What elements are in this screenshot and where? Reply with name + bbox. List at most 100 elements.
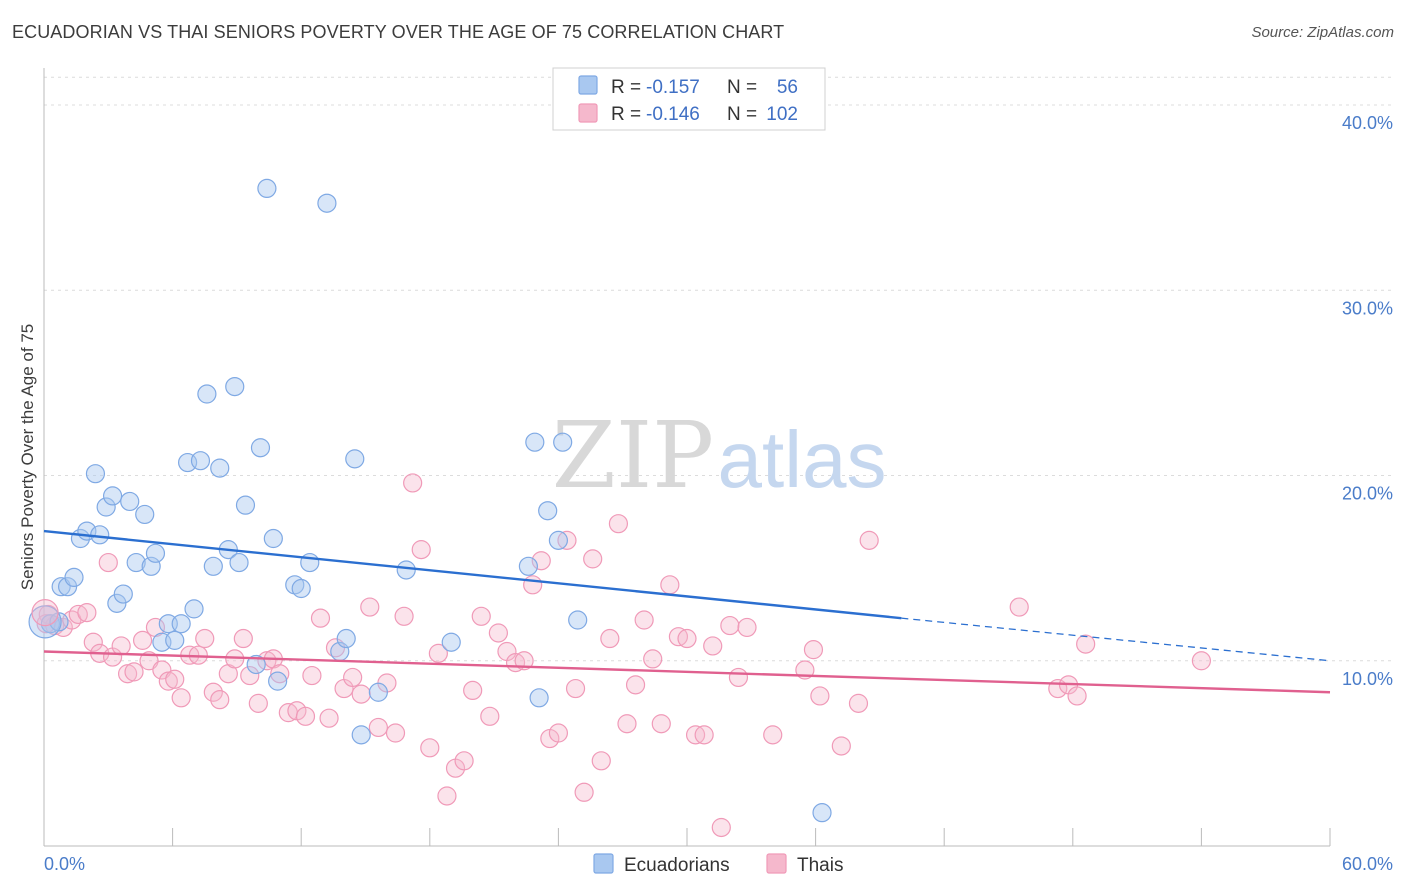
ecuadorian-point bbox=[518, 556, 538, 576]
legend-n-label-0: N = bbox=[727, 77, 757, 98]
thai-point bbox=[351, 684, 371, 704]
watermark-atlas: atlas bbox=[718, 415, 887, 504]
ecuadorian-point bbox=[812, 803, 832, 823]
thai-point bbox=[617, 714, 637, 734]
ecuadorian-point bbox=[257, 178, 277, 199]
thai-point bbox=[728, 667, 749, 688]
ecuadorian-point bbox=[529, 688, 549, 708]
thai-point bbox=[437, 786, 457, 806]
thai-point bbox=[643, 649, 663, 669]
ecuadorian-point bbox=[396, 560, 416, 580]
thai-point bbox=[248, 693, 268, 713]
thai-point bbox=[394, 606, 414, 626]
ecuadorian-point bbox=[57, 577, 78, 597]
watermark-zip: ZIP bbox=[552, 402, 714, 509]
thai-point bbox=[139, 651, 159, 671]
data-points bbox=[28, 178, 1212, 838]
thai-point bbox=[720, 615, 740, 636]
ecuadorian-point bbox=[135, 504, 155, 525]
ecuadorian-point bbox=[96, 497, 116, 517]
thai-point bbox=[651, 714, 671, 734]
ecuadorian-point bbox=[90, 525, 110, 545]
thai-point bbox=[600, 628, 620, 649]
ecuadorian-point bbox=[235, 495, 256, 515]
chart-title: ECUADORIAN VS THAI SENIORS POVERTY OVER … bbox=[12, 22, 785, 42]
thai-point bbox=[831, 736, 851, 756]
ecuadorian-point bbox=[336, 628, 356, 649]
ecuadorian-point bbox=[441, 632, 461, 652]
ecuadorian-point-large bbox=[28, 605, 62, 639]
thai-point bbox=[810, 686, 830, 706]
gridlines bbox=[44, 76, 1393, 662]
ecuadorian-point bbox=[102, 486, 123, 506]
thai-point bbox=[1191, 651, 1212, 671]
thai-point bbox=[210, 690, 230, 710]
thai-point bbox=[848, 693, 869, 713]
ecuadorian-point bbox=[210, 458, 230, 478]
ecuadorian-point bbox=[246, 654, 266, 675]
ecuadorian-point bbox=[568, 610, 588, 630]
ecuadorian-point bbox=[351, 725, 371, 745]
ecuadorian-point bbox=[64, 567, 84, 588]
thai-point bbox=[240, 665, 260, 686]
legend-r-value-0: -0.157 bbox=[646, 77, 700, 98]
ecuadorian-point bbox=[317, 193, 337, 213]
thai-point bbox=[411, 540, 431, 560]
thai-point bbox=[523, 575, 543, 595]
thai-point bbox=[1076, 634, 1096, 654]
ecuadorian-trend-extension bbox=[901, 617, 1331, 662]
thai-point bbox=[165, 669, 185, 689]
ecuadorian-point bbox=[368, 682, 388, 702]
ecuadorian-point bbox=[126, 552, 146, 573]
thai-point bbox=[420, 738, 440, 758]
thai-point bbox=[368, 717, 388, 738]
thai-point bbox=[608, 514, 629, 534]
bottom-legend-swatch-ecuadorians bbox=[593, 853, 614, 874]
ecuadorian-point bbox=[268, 671, 288, 691]
ecuadorian-point bbox=[120, 491, 140, 512]
thai-point bbox=[295, 706, 316, 726]
thai-point bbox=[428, 643, 448, 663]
x-axis-ticks bbox=[43, 828, 1331, 846]
ecuadorian-point bbox=[51, 577, 71, 597]
ecuadorian-trend-line bbox=[43, 529, 902, 620]
ecuadorian-point bbox=[145, 543, 166, 563]
thai-point bbox=[859, 530, 879, 550]
y-tick-label: 10.0% bbox=[1342, 669, 1393, 689]
thai-point bbox=[763, 725, 783, 745]
y-tick-label: 30.0% bbox=[1342, 298, 1393, 318]
thai-point bbox=[302, 665, 322, 686]
thai-trend-line bbox=[43, 650, 1331, 694]
legend-box bbox=[552, 67, 826, 131]
thai-point bbox=[270, 664, 290, 684]
thai-point-large bbox=[31, 598, 59, 627]
ecuadorian-point bbox=[525, 432, 545, 452]
bottom-legend: Ecuadorians Thais bbox=[593, 853, 843, 876]
trend-lines bbox=[43, 529, 1331, 694]
thai-point bbox=[1009, 597, 1029, 617]
legend-r-value-1: -0.146 bbox=[646, 104, 700, 125]
thai-point bbox=[117, 664, 138, 684]
thai-point bbox=[488, 623, 508, 643]
thai-point bbox=[360, 597, 380, 617]
source-label: Source: ZipAtlas.com bbox=[1251, 24, 1394, 41]
ecuadorian-point bbox=[171, 614, 191, 634]
y-tick-label: 40.0% bbox=[1342, 113, 1393, 133]
thai-point bbox=[343, 667, 363, 688]
ecuadorian-point bbox=[538, 501, 558, 521]
thai-point bbox=[737, 617, 757, 638]
thai-point bbox=[158, 671, 178, 691]
ecuadorian-point bbox=[345, 449, 365, 469]
legend-swatch-thais bbox=[578, 103, 598, 123]
thai-point bbox=[694, 725, 714, 745]
thai-point bbox=[195, 628, 215, 649]
ecuadorian-point bbox=[250, 438, 271, 458]
ecuadorian-point bbox=[85, 464, 106, 484]
thai-point bbox=[471, 606, 491, 626]
thai-point bbox=[385, 723, 406, 743]
legend: R = -0.157 N = 56 R = -0.146 N = 102 bbox=[552, 67, 826, 131]
thai-point bbox=[124, 662, 144, 682]
ecuadorian-point bbox=[107, 593, 127, 613]
thai-point bbox=[574, 782, 594, 802]
bottom-legend-label-thais: Thais bbox=[797, 855, 843, 876]
